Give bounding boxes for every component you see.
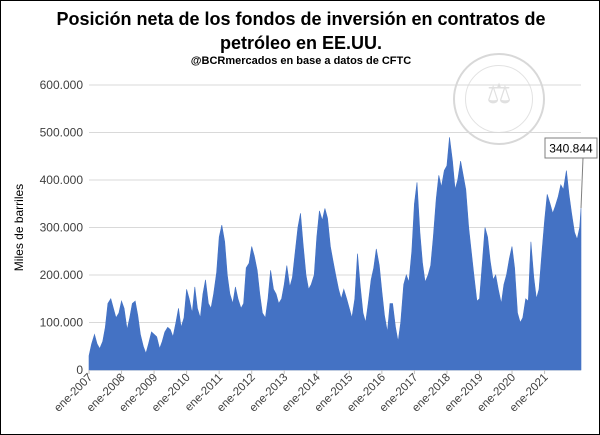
y-tick-label: 400.000: [40, 173, 84, 187]
title-line-2: petróleo en EE.UU.: [219, 33, 383, 53]
y-tick-label: 600.000: [40, 78, 84, 92]
net-position-area: [88, 137, 582, 371]
y-tick-label: 200.000: [40, 268, 84, 282]
callout-value: 340.844: [549, 142, 593, 156]
callout-box: [544, 137, 598, 159]
y-tick-label: 0: [76, 363, 83, 377]
callout-leader: [580, 157, 584, 209]
y-axis-label: Miles de barriles: [12, 184, 26, 271]
y-tick-label: 300.000: [40, 221, 84, 235]
chart-subtitle: @BCRmercados en base a datos de CFTC: [190, 55, 412, 67]
y-tick-label: 100.000: [40, 316, 84, 330]
title-line-1: Posición neta de los fondos de inversión…: [56, 9, 546, 29]
chart-title: Posición neta de los fondos de inversión…: [1, 7, 599, 55]
last-value-callout: 340.844: [544, 137, 598, 209]
y-tick-label: 500.000: [40, 126, 84, 140]
